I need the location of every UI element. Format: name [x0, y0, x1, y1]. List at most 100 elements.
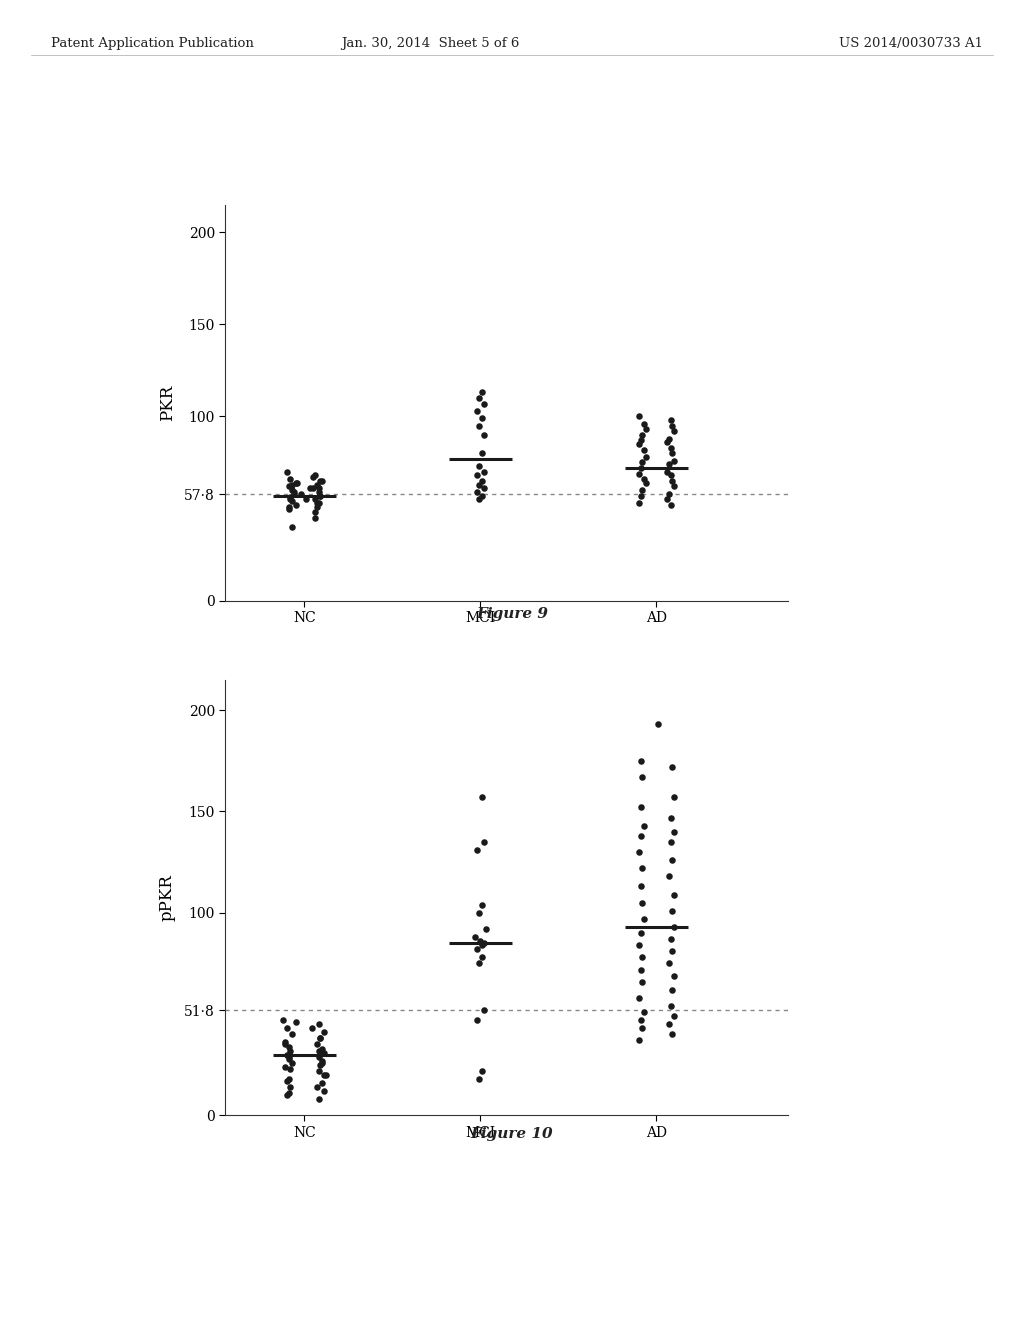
Point: [636, 469, 652, 490]
Point: [631, 841, 647, 862]
Point: [665, 756, 681, 777]
Point: [279, 1071, 295, 1092]
Point: [307, 507, 324, 528]
Point: [281, 1045, 297, 1067]
Point: [281, 1082, 297, 1104]
Point: [307, 488, 324, 510]
Point: [312, 1028, 329, 1049]
Point: [283, 1059, 299, 1080]
Point: [283, 1040, 299, 1061]
Point: [663, 494, 679, 515]
Point: [633, 750, 649, 771]
Point: [634, 451, 650, 473]
Text: Figure 10: Figure 10: [471, 1127, 553, 1140]
Point: [275, 1010, 292, 1031]
Point: [312, 484, 329, 506]
Point: [308, 474, 325, 495]
Point: [666, 450, 682, 471]
Point: [476, 478, 493, 499]
Point: [284, 1052, 300, 1073]
Point: [312, 1055, 329, 1076]
Point: [286, 482, 302, 503]
Point: [474, 935, 490, 956]
Point: [469, 840, 485, 861]
Point: [471, 953, 487, 974]
Point: [308, 1034, 325, 1055]
Point: [284, 516, 300, 537]
Point: [315, 1081, 332, 1102]
Point: [665, 414, 681, 436]
Point: [310, 1040, 327, 1061]
Y-axis label: PKR: PKR: [159, 384, 176, 421]
Point: [660, 1014, 677, 1035]
Point: [284, 1024, 300, 1045]
Point: [634, 1018, 650, 1039]
Point: [286, 483, 302, 504]
Point: [315, 1064, 332, 1085]
Point: [471, 388, 487, 409]
Point: [663, 437, 679, 458]
Point: [666, 916, 682, 937]
Point: [636, 440, 652, 461]
Point: [476, 393, 493, 414]
Text: Patent Application Publication: Patent Application Publication: [51, 37, 254, 50]
Point: [636, 908, 652, 929]
Point: [281, 1048, 297, 1069]
Point: [633, 430, 649, 451]
Point: [314, 1072, 331, 1093]
Point: [288, 494, 304, 515]
Point: [317, 1064, 334, 1085]
Point: [658, 488, 675, 510]
Point: [288, 473, 304, 494]
Point: [665, 850, 681, 871]
Point: [633, 1010, 649, 1031]
Point: [666, 884, 682, 906]
Point: [303, 1018, 319, 1039]
Point: [283, 1077, 299, 1098]
Point: [636, 413, 652, 434]
Point: [474, 894, 490, 915]
Point: [663, 807, 679, 828]
Point: [636, 816, 652, 837]
Point: [312, 484, 329, 506]
Point: [284, 474, 300, 495]
Point: [471, 455, 487, 477]
Point: [631, 463, 647, 484]
Point: [469, 482, 485, 503]
Point: [279, 1018, 295, 1039]
Point: [281, 1068, 297, 1089]
Text: US 2014/0030733 A1: US 2014/0030733 A1: [839, 37, 983, 50]
Point: [634, 424, 650, 445]
Point: [476, 461, 493, 482]
Point: [631, 433, 647, 454]
Point: [636, 1002, 652, 1023]
Point: [476, 424, 493, 445]
Point: [634, 892, 650, 913]
Point: [633, 484, 649, 506]
Point: [307, 502, 324, 523]
Point: [471, 488, 487, 510]
Point: [314, 470, 331, 491]
Point: [476, 832, 493, 853]
Point: [633, 458, 649, 479]
Point: [283, 469, 299, 490]
Point: [476, 999, 493, 1020]
Point: [312, 470, 329, 491]
Point: [660, 953, 677, 974]
Point: [283, 487, 299, 508]
Point: [474, 787, 490, 808]
Point: [469, 1010, 485, 1031]
Point: [638, 446, 654, 467]
Point: [666, 965, 682, 986]
Point: [660, 866, 677, 887]
Point: [281, 498, 297, 519]
Point: [310, 1089, 327, 1110]
Point: [310, 1045, 327, 1067]
Point: [634, 858, 650, 879]
Point: [279, 1085, 295, 1106]
Point: [471, 414, 487, 436]
Point: [315, 1041, 332, 1063]
Point: [665, 979, 681, 1001]
Point: [633, 797, 649, 818]
Point: [666, 475, 682, 496]
